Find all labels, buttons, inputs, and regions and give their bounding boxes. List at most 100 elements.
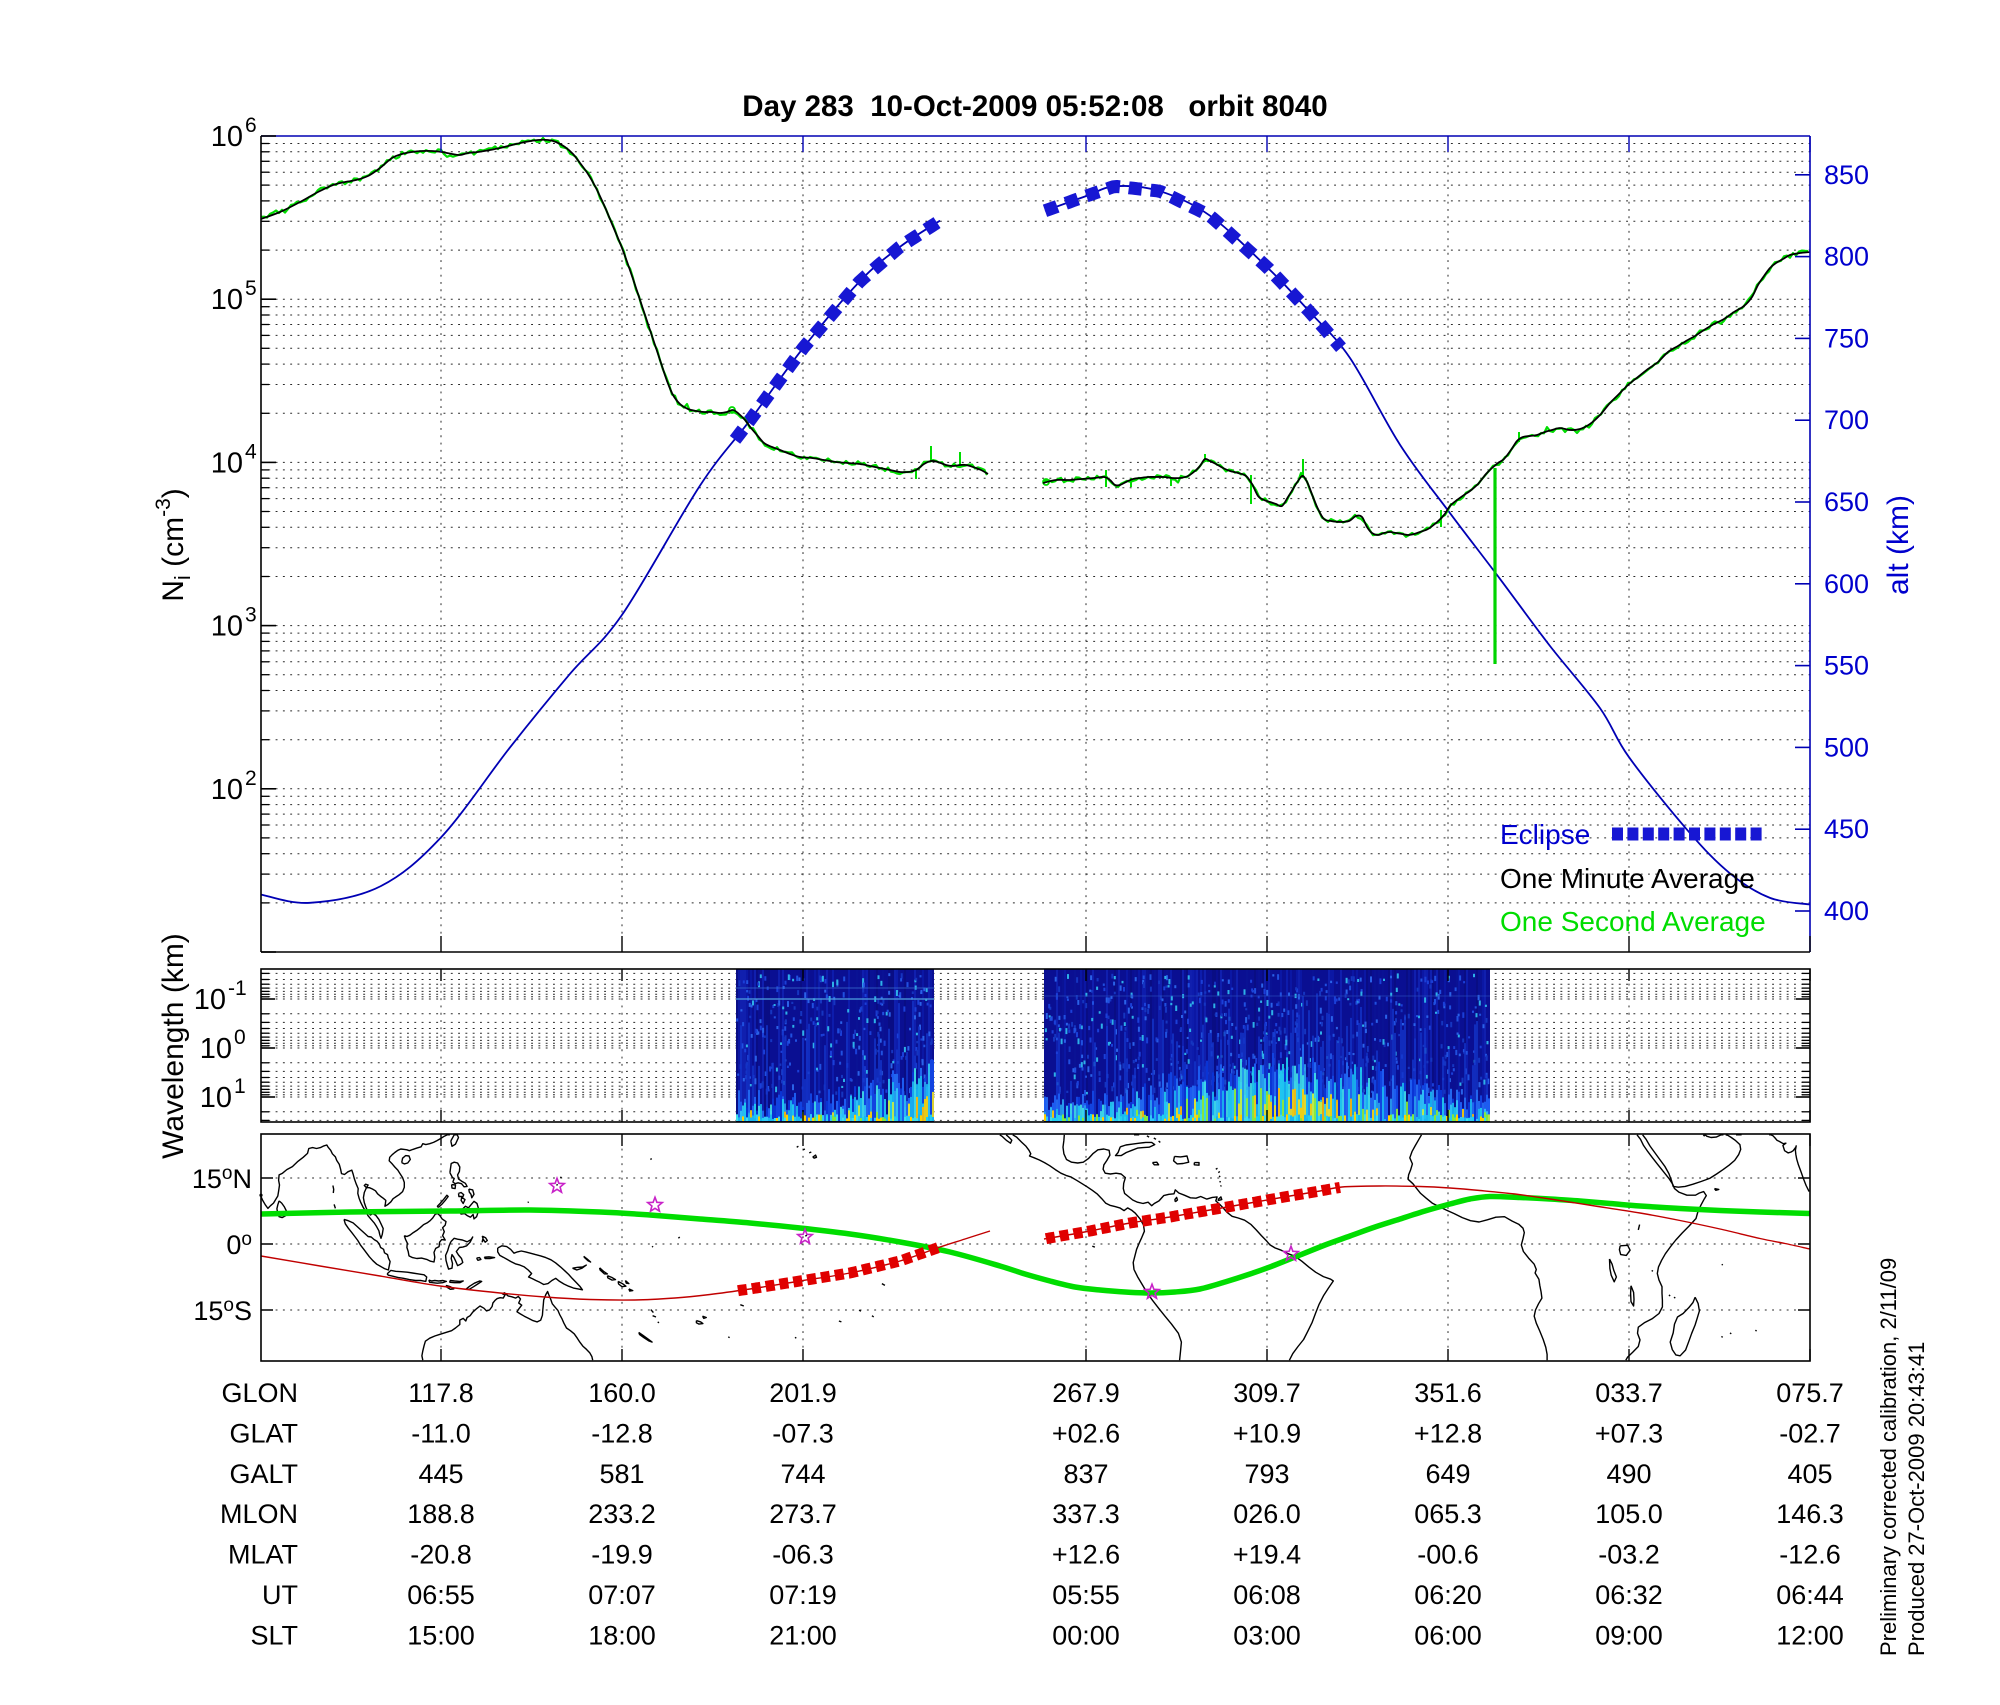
svg-text:-1: -1 [228, 977, 247, 1000]
svg-text:10: 10 [200, 1082, 232, 1114]
svg-text:15oS: 15oS [193, 1295, 252, 1326]
svg-text:744: 744 [780, 1459, 825, 1489]
svg-text:07:07: 07:07 [588, 1580, 656, 1610]
svg-text:15oN: 15oN [192, 1163, 252, 1194]
svg-text:10: 10 [194, 984, 226, 1016]
svg-text:490: 490 [1606, 1459, 1651, 1489]
svg-text:Wavelength (km): Wavelength (km) [157, 933, 190, 1159]
svg-text:MLAT: MLAT [228, 1540, 298, 1570]
svg-text:445: 445 [418, 1459, 463, 1489]
svg-text:026.0: 026.0 [1233, 1499, 1301, 1529]
svg-text:649: 649 [1425, 1459, 1470, 1489]
svg-text:351.6: 351.6 [1414, 1378, 1482, 1408]
svg-text:06:44: 06:44 [1776, 1580, 1844, 1610]
svg-text:2: 2 [245, 767, 257, 790]
svg-text:0: 0 [234, 1026, 246, 1049]
svg-text:06:08: 06:08 [1233, 1580, 1301, 1610]
svg-text:233.2: 233.2 [588, 1499, 656, 1529]
svg-text:117.8: 117.8 [408, 1378, 474, 1408]
svg-text:160.0: 160.0 [588, 1378, 656, 1408]
svg-text:Produced 27-Oct-2009 20:43:41: Produced 27-Oct-2009 20:43:41 [1904, 1342, 1929, 1656]
svg-text:10: 10 [211, 121, 243, 153]
svg-text:750: 750 [1824, 323, 1869, 353]
svg-text:146.3: 146.3 [1776, 1499, 1844, 1529]
svg-text:10: 10 [211, 284, 243, 316]
svg-text:06:32: 06:32 [1595, 1580, 1663, 1610]
svg-text:033.7: 033.7 [1595, 1378, 1663, 1408]
svg-text:12:00: 12:00 [1776, 1620, 1844, 1650]
svg-text:+02.6: +02.6 [1052, 1418, 1120, 1448]
svg-text:10: 10 [211, 447, 243, 479]
svg-text:-20.8: -20.8 [410, 1540, 472, 1570]
svg-text:400: 400 [1824, 896, 1869, 926]
svg-text:+10.9: +10.9 [1233, 1418, 1301, 1448]
svg-text:+12.6: +12.6 [1052, 1540, 1120, 1570]
svg-text:03:00: 03:00 [1233, 1620, 1301, 1650]
svg-text:0o: 0o [226, 1229, 252, 1260]
svg-text:GLAT: GLAT [229, 1418, 298, 1448]
svg-text:309.7: 309.7 [1233, 1378, 1301, 1408]
svg-text:+07.3: +07.3 [1595, 1418, 1663, 1448]
svg-text:GLON: GLON [221, 1378, 298, 1408]
svg-text:105.0: 105.0 [1595, 1499, 1663, 1529]
svg-text:-06.3: -06.3 [772, 1540, 834, 1570]
svg-text:267.9: 267.9 [1052, 1378, 1120, 1408]
svg-text:5: 5 [245, 277, 257, 300]
svg-text:Ni (cm-3): Ni (cm-3) [152, 488, 195, 602]
svg-text:MLON: MLON [220, 1499, 298, 1529]
svg-text:4: 4 [245, 440, 257, 463]
svg-text:00:00: 00:00 [1052, 1620, 1120, 1650]
svg-text:273.7: 273.7 [769, 1499, 837, 1529]
svg-text:UT: UT [262, 1580, 298, 1610]
svg-text:06:55: 06:55 [407, 1580, 475, 1610]
svg-text:3: 3 [245, 604, 257, 627]
svg-text:700: 700 [1824, 405, 1869, 435]
svg-text:-12.6: -12.6 [1779, 1540, 1841, 1570]
svg-text:065.3: 065.3 [1414, 1499, 1482, 1529]
svg-text:201.9: 201.9 [769, 1378, 837, 1408]
svg-text:-12.8: -12.8 [591, 1418, 653, 1448]
svg-text:405: 405 [1787, 1459, 1832, 1489]
svg-text:6: 6 [245, 114, 257, 137]
svg-text:09:00: 09:00 [1595, 1620, 1663, 1650]
svg-text:550: 550 [1824, 651, 1869, 681]
svg-text:18:00: 18:00 [588, 1620, 656, 1650]
svg-text:+19.4: +19.4 [1233, 1540, 1301, 1570]
svg-text:800: 800 [1824, 242, 1869, 272]
svg-text:21:00: 21:00 [769, 1620, 837, 1650]
svg-text:500: 500 [1824, 732, 1869, 762]
svg-text:+12.8: +12.8 [1414, 1418, 1482, 1448]
svg-text:05:55: 05:55 [1052, 1580, 1120, 1610]
svg-text:GALT: GALT [229, 1459, 298, 1489]
svg-text:-02.7: -02.7 [1779, 1418, 1841, 1448]
svg-text:-07.3: -07.3 [772, 1418, 834, 1448]
svg-text:Eclipse: Eclipse [1500, 819, 1590, 850]
svg-text:-00.6: -00.6 [1417, 1540, 1479, 1570]
svg-text:075.7: 075.7 [1776, 1378, 1844, 1408]
svg-text:Day 283 10-Oct-2009 05:52:08: Day 283 10-Oct-2009 05:52:08 orbit 8040 [742, 90, 1327, 123]
svg-text:One Second Average: One Second Average [1500, 906, 1766, 937]
svg-text:450: 450 [1824, 814, 1869, 844]
svg-text:07:19: 07:19 [769, 1580, 837, 1610]
svg-text:650: 650 [1824, 487, 1869, 517]
svg-text:581: 581 [599, 1459, 644, 1489]
svg-text:-03.2: -03.2 [1598, 1540, 1660, 1570]
svg-text:337.3: 337.3 [1052, 1499, 1120, 1529]
svg-text:-19.9: -19.9 [591, 1540, 653, 1570]
svg-text:15:00: 15:00 [407, 1620, 475, 1650]
svg-text:SLT: SLT [250, 1620, 298, 1650]
svg-text:06:00: 06:00 [1414, 1620, 1482, 1650]
svg-text:10: 10 [211, 774, 243, 806]
svg-text:837: 837 [1063, 1459, 1108, 1489]
svg-text:600: 600 [1824, 569, 1869, 599]
svg-text:-11.0: -11.0 [411, 1418, 471, 1448]
svg-text:850: 850 [1824, 160, 1869, 190]
svg-text:Preliminary corrected calibrat: Preliminary corrected calibration, 2/11/… [1876, 1258, 1901, 1656]
svg-text:793: 793 [1244, 1459, 1289, 1489]
svg-text:10: 10 [211, 611, 243, 643]
svg-text:1: 1 [234, 1075, 246, 1098]
svg-text:alt (km): alt (km) [1882, 495, 1915, 595]
svg-text:One Minute Average: One Minute Average [1500, 863, 1755, 894]
svg-text:188.8: 188.8 [407, 1499, 475, 1529]
svg-text:06:20: 06:20 [1414, 1580, 1482, 1610]
